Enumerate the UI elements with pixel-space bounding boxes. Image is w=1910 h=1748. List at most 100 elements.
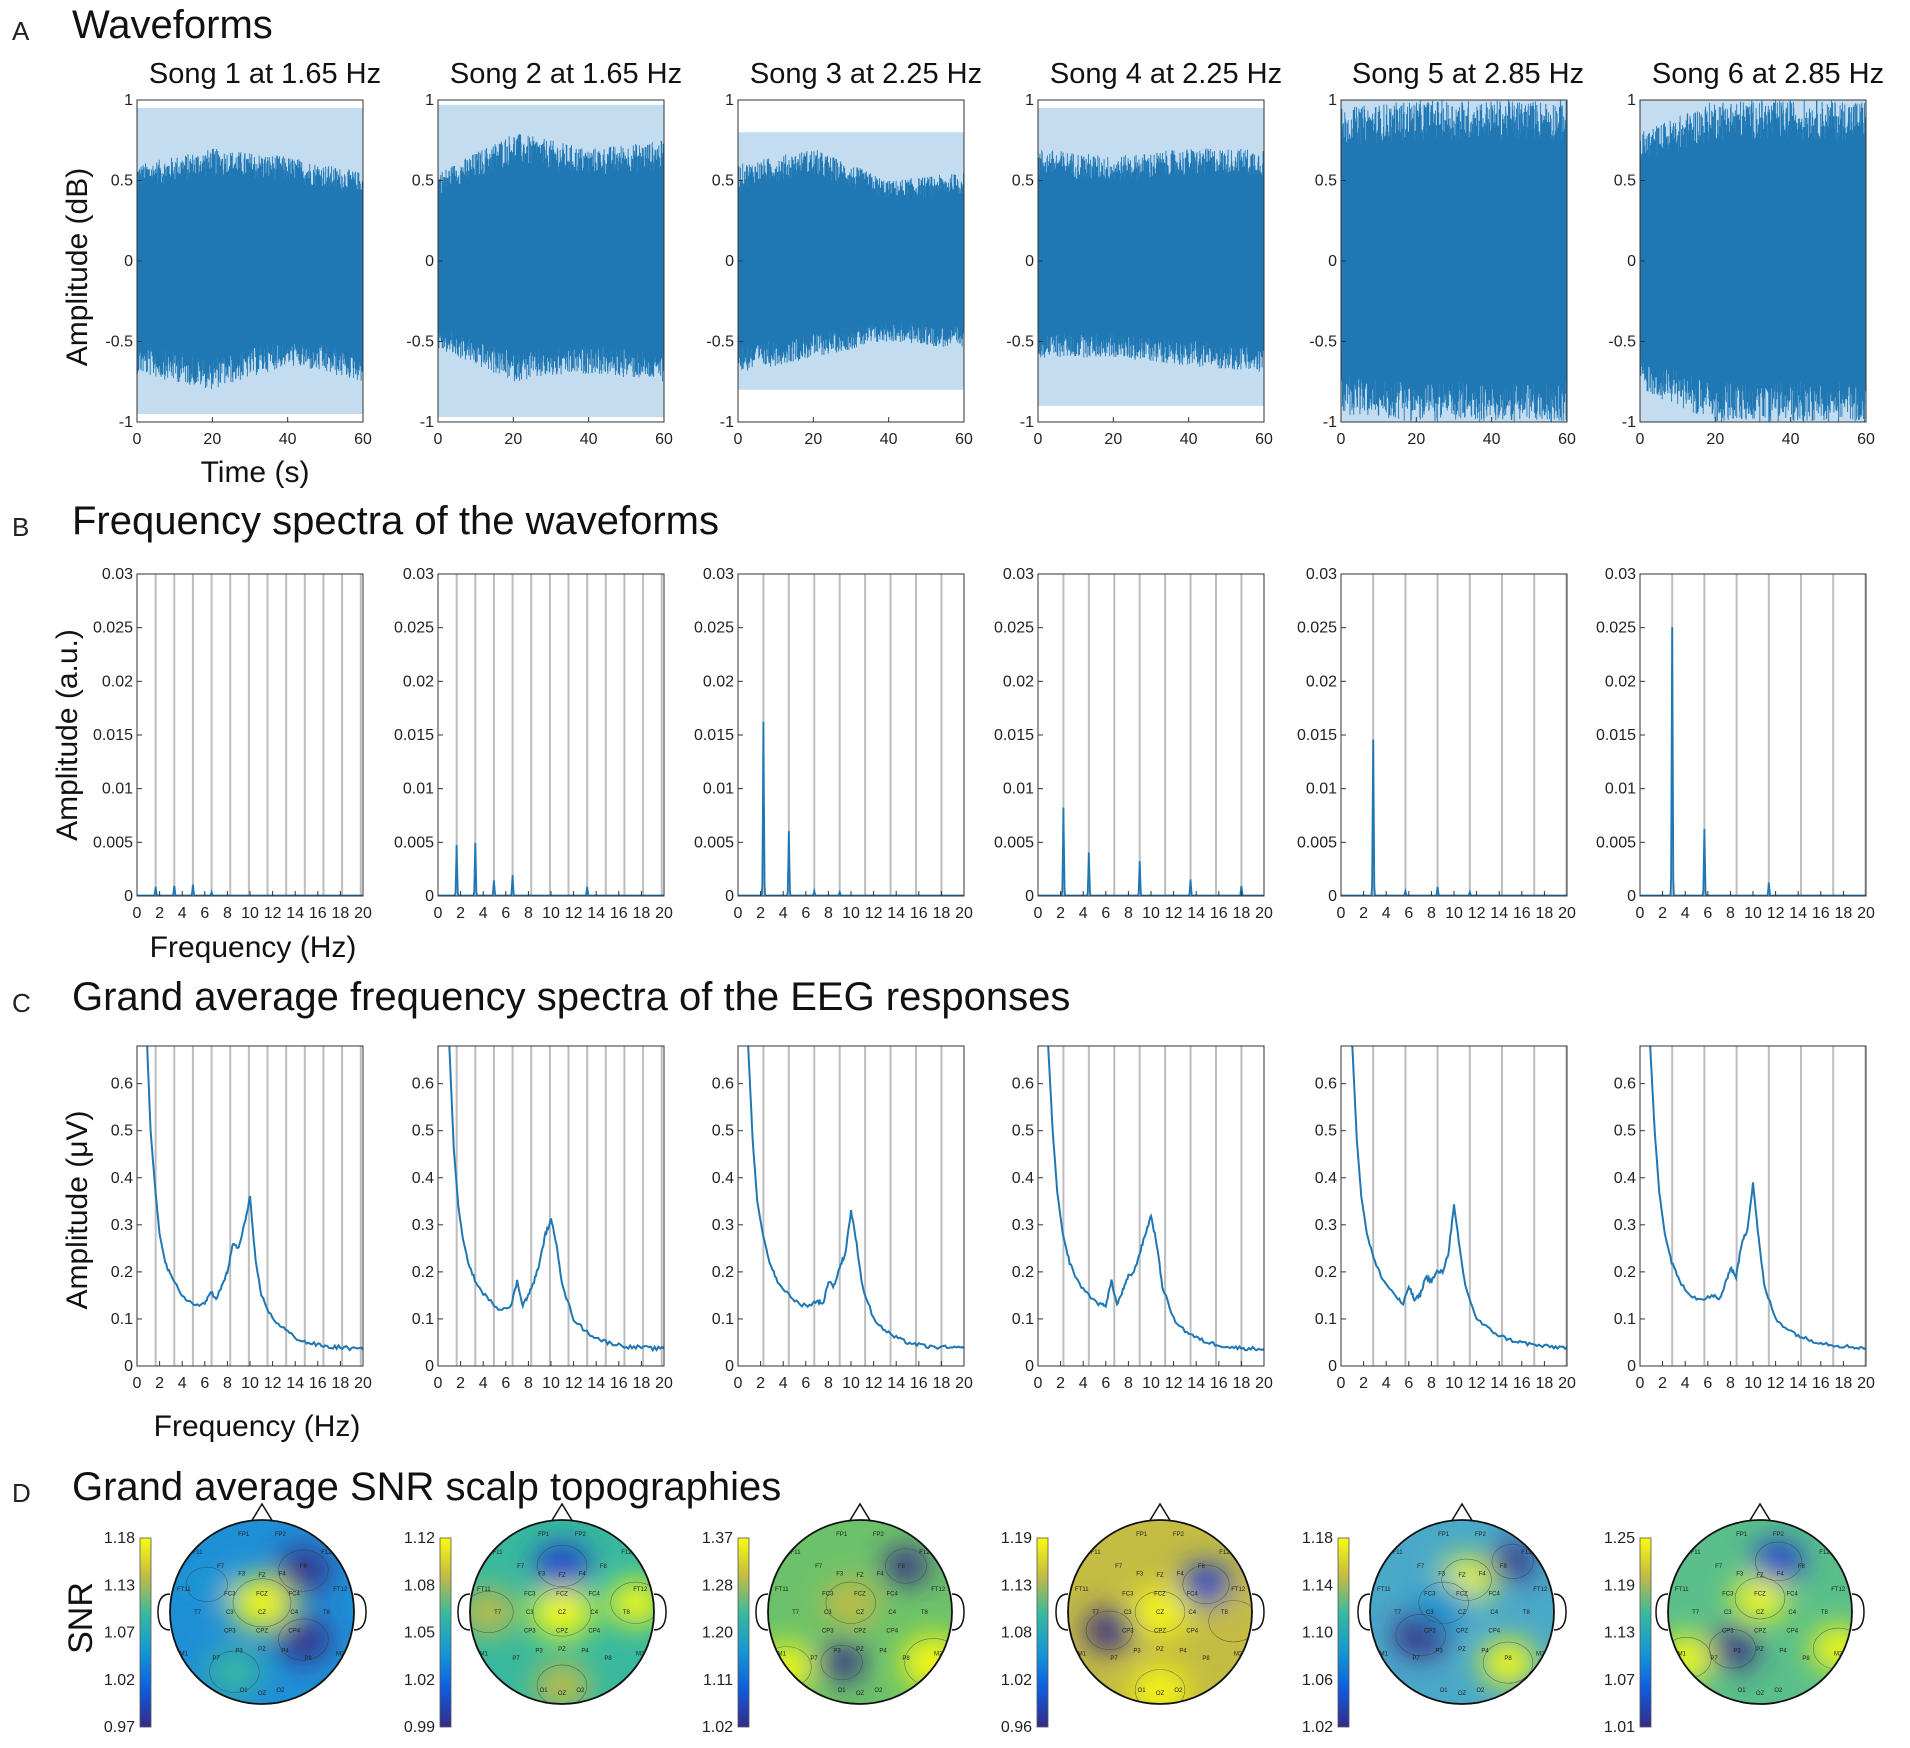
x-tick-label: 40 xyxy=(1483,431,1501,448)
electrode-label: CP4 xyxy=(1186,1628,1198,1634)
y-tick-label: 0 xyxy=(1627,888,1636,905)
y-tick-label: 0.2 xyxy=(1614,1264,1636,1281)
electrode-label: T8 xyxy=(1821,1610,1829,1616)
y-tick-label: 0.5 xyxy=(1315,173,1337,190)
panel-a-letter: A xyxy=(12,16,30,46)
x-tick-label: 2 xyxy=(1056,1375,1065,1392)
electrode-label: P4 xyxy=(1481,1649,1489,1655)
x-tick-label: 0 xyxy=(1337,1375,1346,1392)
x-tick-label: 6 xyxy=(501,905,510,922)
y-tick-label: 0 xyxy=(1025,253,1034,270)
x-tick-label: 16 xyxy=(1210,905,1228,922)
electrode-label: FC4 xyxy=(1187,1592,1199,1598)
x-tick-label: 8 xyxy=(824,1375,833,1392)
electrode-label: OZ xyxy=(1458,1691,1467,1697)
nose-icon xyxy=(1748,1502,1772,1523)
colorbar xyxy=(1036,1537,1049,1728)
y-tick-label: 0 xyxy=(425,1358,434,1375)
topomap-blob xyxy=(470,1588,516,1636)
y-tick-label: -1 xyxy=(1020,414,1034,431)
x-tick-label: 16 xyxy=(1210,1375,1228,1392)
eeg-spectrum-chart-5: 0.60.50.40.30.20.100 2 4 6 8 10 12 14 16 18 20 xyxy=(1315,1045,1576,1392)
x-tick-label: 18 xyxy=(1536,905,1554,922)
electrode-label: F3 xyxy=(836,1571,844,1577)
x-tick-label: 6 xyxy=(200,1375,209,1392)
electrode-label: FC4 xyxy=(1489,1592,1501,1598)
x-tick-label: 0 xyxy=(133,1375,142,1392)
electrode-label: F3 xyxy=(538,1571,546,1577)
electrode-label: P8 xyxy=(902,1656,910,1662)
electrode-label: F12 xyxy=(1219,1550,1230,1556)
y-tick-label: 0.01 xyxy=(1605,781,1636,798)
y-tick-label: 0.1 xyxy=(1315,1311,1337,1328)
topomap-blob xyxy=(823,1579,879,1627)
x-tick-label: 20 xyxy=(1558,905,1576,922)
electrode-label: FT11 xyxy=(1377,1587,1391,1593)
topography-4: 1.19 1.13 1.08 1.02 0.96 FP1 FP2 F11 F7 F3 FZ F4 F8 F… xyxy=(1001,1502,1265,1736)
electrode-label: FP2 xyxy=(575,1532,587,1538)
y-tick-label: 0.5 xyxy=(712,1123,734,1140)
electrode-label: F11 xyxy=(1091,1550,1102,1556)
electrode-label: FZ xyxy=(1458,1573,1466,1579)
panel-a-header: A Waveforms xyxy=(12,3,273,47)
y-tick-label: 1 xyxy=(124,92,133,109)
contour-line xyxy=(1134,1591,1186,1634)
y-tick-label: 0.005 xyxy=(1596,834,1636,851)
colorbar-tick-label: 1.02 xyxy=(1302,1719,1333,1736)
panel-d-title: Grand average SNR scalp topographies xyxy=(72,1465,781,1509)
panel-c-header: C Grand average frequency spectra of the… xyxy=(12,975,1070,1019)
y-tick-label: 0.2 xyxy=(1012,1264,1034,1281)
y-tick-label: 0.03 xyxy=(1003,566,1034,583)
electrode-label: P3 xyxy=(1733,1649,1741,1655)
y-tick-label: 0.02 xyxy=(1003,673,1034,690)
y-tick-label: 0.015 xyxy=(1596,727,1636,744)
topomap-blob xyxy=(1668,1634,1715,1682)
colorbar-tick-label: 1.02 xyxy=(1001,1672,1032,1689)
topomap-blob xyxy=(183,1564,230,1604)
left-ear-icon xyxy=(157,1593,171,1631)
electrode-label: FC3 xyxy=(524,1592,536,1598)
y-tick-label: 0.03 xyxy=(102,566,133,583)
y-tick-label: 0 xyxy=(425,888,434,905)
eeg-axes-frame xyxy=(737,1045,965,1367)
x-tick-label: 0 xyxy=(1636,905,1645,922)
electrode-label: FZ xyxy=(558,1573,566,1579)
contour-line xyxy=(884,1548,927,1584)
electrode-label: FP2 xyxy=(873,1532,885,1538)
y-tick-label: 0.6 xyxy=(412,1076,434,1093)
y-tick-label: 0.2 xyxy=(111,1264,133,1281)
electrode-label: P8 xyxy=(1202,1656,1210,1662)
head-outline xyxy=(1667,1519,1853,1705)
x-tick-label: 0 xyxy=(1636,1375,1645,1392)
electrode-label: T7 xyxy=(1092,1610,1100,1616)
contour-line xyxy=(232,1578,292,1628)
x-tick-label: 12 xyxy=(1468,905,1486,922)
colorbar-tick-label: 1.19 xyxy=(1001,1530,1032,1547)
electrode-label: PZ xyxy=(1756,1647,1764,1653)
electrode-label: O2 xyxy=(576,1688,585,1694)
electrode-label: FP2 xyxy=(1475,1532,1487,1538)
topomap-blob xyxy=(883,1546,929,1586)
electrode-label: F7 xyxy=(1715,1564,1723,1570)
eeg-spectrum-line xyxy=(1351,1045,1568,1351)
x-tick-label: 20 xyxy=(955,1375,973,1392)
electrode-label: O2 xyxy=(276,1688,285,1694)
y-tick-label: 0.03 xyxy=(703,566,734,583)
stim-spectrum-line xyxy=(738,721,964,897)
electrode-label: P7 xyxy=(1412,1656,1420,1662)
y-tick-label: 0.4 xyxy=(1315,1170,1337,1187)
colorbar-tick-label: 1.01 xyxy=(1604,1719,1635,1736)
electrode-label: OZ xyxy=(1756,1691,1765,1697)
topomap-blob xyxy=(1810,1625,1852,1673)
electrode-label: P3 xyxy=(535,1649,543,1655)
colorbar-tick-label: 0.99 xyxy=(404,1719,435,1736)
electrode-label: P8 xyxy=(1802,1656,1810,1662)
x-tick-label: 0 xyxy=(1034,431,1043,448)
x-tick-label: 10 xyxy=(1142,905,1160,922)
y-tick-label: 0.03 xyxy=(1605,566,1636,583)
x-tick-label: 8 xyxy=(1726,905,1735,922)
x-tick-label: 4 xyxy=(1382,905,1391,922)
x-tick-label: 20 xyxy=(1255,905,1273,922)
electrode-label: FZ xyxy=(1156,1573,1164,1579)
